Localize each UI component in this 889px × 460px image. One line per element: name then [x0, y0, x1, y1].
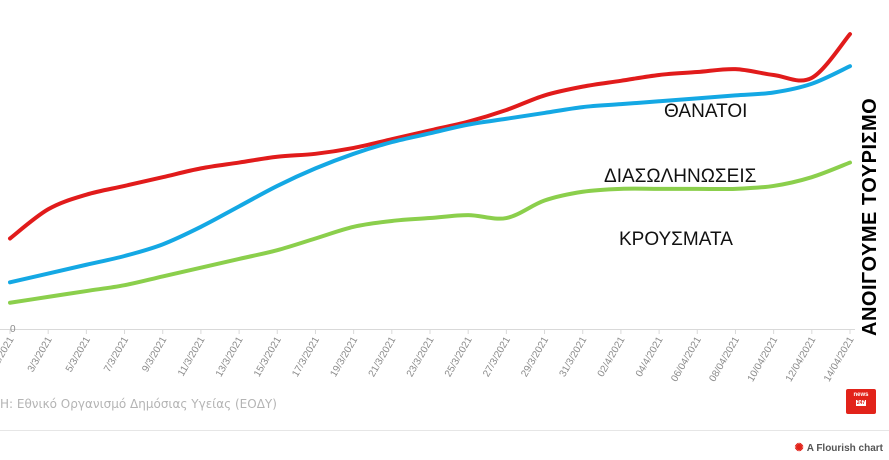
series-line-deaths: [8, 32, 852, 241]
x-tick-label: 12/04/2021: [784, 335, 819, 384]
x-tick-label: 3/3/2021: [26, 335, 55, 375]
x-tick-label: 9/3/2021: [140, 335, 169, 375]
series-label-cases: ΚΡΟΥΣΜΑΤΑ: [619, 229, 733, 250]
x-tick-label: 27/3/2021: [481, 335, 513, 379]
news247-logo[interactable]: news 247: [846, 389, 876, 414]
x-tick-label: 19/3/2021: [328, 335, 360, 379]
x-tick-label: 7/3/2021: [102, 335, 131, 375]
x-tick-label: 14/04/2021: [822, 335, 857, 384]
flourish-credit-label: A Flourish chart: [806, 443, 883, 454]
x-tick-label: 11/3/2021: [176, 335, 208, 379]
series-label-deaths: ΘΑΝΑΤΟΙ: [664, 101, 747, 122]
x-tick-label: 04/4/2021: [634, 335, 666, 379]
x-tick-label: 06/04/2021: [669, 335, 704, 384]
logo-text-bottom: 247: [855, 400, 867, 406]
x-tick-label: 5/3/2021: [64, 335, 93, 375]
series-line-cases: [8, 160, 852, 305]
x-tick-label: 23/3/2021: [405, 335, 437, 379]
x-tick-label: 08/04/2021: [707, 335, 742, 384]
line-chart: 1/3/2021 3/3/2021 5/3/2021 7/3/2021 9/3/2021…: [0, 32, 881, 384]
x-tick-label: 1/3/2021: [0, 335, 17, 375]
tourism-annotation: ΑΝΟΙΓΟΥΜΕ ΤΟΥΡΙΣΜΟ: [859, 98, 881, 336]
x-tick-label: 21/3/2021: [367, 335, 399, 379]
series-labels: ΘΑΝΑΤΟΙ ΔΙΑΣΩΛΗΝΩΣΕΙΣ ΚΡΟΥΣΜΑΤΑ: [604, 101, 756, 250]
x-tick-label: 25/3/2021: [443, 335, 475, 379]
x-axis-ticks: 1/3/2021 3/3/2021 5/3/2021 7/3/2021 9/3/2021…: [0, 329, 857, 384]
y-tick-label-0: 0: [10, 324, 16, 335]
x-tick-label: 15/3/2021: [252, 335, 284, 379]
x-tick-label: 10/04/2021: [746, 335, 781, 384]
logo-text-top: news: [853, 392, 869, 398]
footer-divider: [0, 430, 889, 431]
x-tick-label: 17/3/2021: [290, 335, 322, 379]
flourish-logo-icon: ✺: [794, 442, 804, 454]
series-label-intubations: ΔΙΑΣΩΛΗΝΩΣΕΙΣ: [604, 166, 756, 187]
x-tick-label: 29/3/2021: [519, 335, 551, 379]
series-lines: [8, 32, 852, 305]
x-tick-label: 02/4/2021: [596, 335, 628, 379]
x-tick-label: 13/3/2021: [214, 335, 246, 379]
series-line-intubations: [8, 64, 852, 285]
flourish-credit[interactable]: ✺ A Flourish chart: [794, 441, 883, 454]
source-note: Η: Εθνικό Οργανισμό Δημόσιας Υγείας (ΕΟΔ…: [0, 397, 277, 411]
x-tick-label: 31/3/2021: [558, 335, 590, 379]
